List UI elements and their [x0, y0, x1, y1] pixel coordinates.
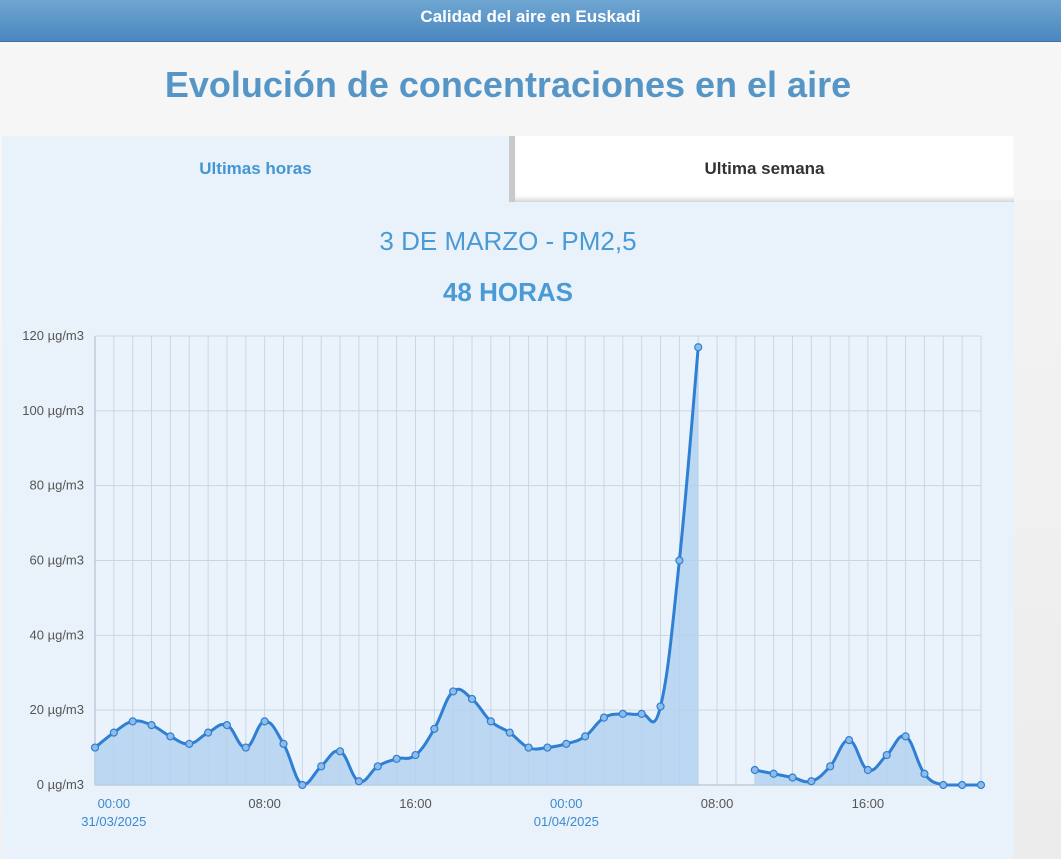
data-point — [260, 717, 269, 726]
data-point — [543, 743, 552, 752]
data-point — [863, 765, 872, 775]
data-point — [90, 743, 100, 752]
x-tick-date-label: 31/03/2025 — [81, 814, 146, 829]
data-point — [807, 777, 816, 786]
data-point — [335, 747, 345, 756]
data-point — [750, 765, 759, 775]
chart-subtitle: 48 HORAS — [442, 277, 574, 307]
tab-label: Ultima semana — [704, 159, 825, 178]
data-point — [185, 739, 194, 748]
x-tick-label: 16:00 — [852, 796, 885, 811]
x-tick-label: 08:00 — [701, 796, 734, 811]
data-point — [656, 702, 665, 711]
data-point — [562, 739, 571, 748]
side-shade — [1014, 200, 1061, 859]
tab-label: Ultimas horas — [199, 159, 312, 178]
y-tick-label: 80 µg/m3 — [30, 478, 84, 493]
data-point — [204, 728, 213, 737]
x-tick-label: 00:00 — [550, 796, 583, 811]
data-point — [373, 762, 382, 771]
data-point — [618, 709, 627, 719]
y-tick-label: 20 µg/m3 — [30, 702, 84, 717]
data-point — [675, 556, 684, 565]
data-point — [694, 343, 703, 352]
data-point — [939, 780, 948, 790]
series-area — [95, 347, 699, 785]
data-point — [467, 694, 477, 704]
page-title: Evolución de concentraciones en el aire — [164, 64, 852, 105]
data-point — [958, 780, 967, 790]
series-area — [754, 735, 981, 785]
data-point — [581, 732, 590, 741]
tab-ultima-semana[interactable]: Ultima semana — [509, 136, 1014, 202]
data-point — [901, 732, 910, 741]
tab-ultimas-horas[interactable]: Ultimas horas — [2, 136, 509, 202]
data-point — [486, 717, 495, 726]
data-point — [599, 713, 609, 722]
data-point — [222, 721, 232, 730]
data-point — [844, 735, 854, 745]
data-point — [392, 754, 401, 763]
data-point — [524, 743, 533, 752]
data-point — [976, 780, 986, 790]
data-point — [411, 750, 420, 760]
data-point — [317, 762, 326, 771]
data-point — [279, 739, 288, 748]
data-point — [505, 728, 514, 737]
data-point — [826, 762, 835, 771]
x-tick-label: 00:00 — [98, 796, 131, 811]
data-point — [147, 721, 156, 730]
data-point — [920, 769, 929, 778]
y-tick-label: 40 µg/m3 — [30, 627, 84, 642]
data-point — [882, 750, 891, 760]
app-header-bar: Calidad del aire en Euskadi — [0, 0, 1061, 42]
data-point — [430, 724, 439, 733]
x-tick-date-label: 01/04/2025 — [534, 814, 599, 829]
app-title: Calidad del aire en Euskadi — [420, 7, 641, 26]
data-point — [769, 769, 778, 778]
x-tick-label: 08:00 — [248, 796, 281, 811]
data-point — [298, 780, 307, 790]
y-tick-label: 60 µg/m3 — [30, 553, 84, 568]
data-point — [128, 717, 137, 726]
x-tick-label: 16:00 — [399, 796, 432, 811]
data-point — [241, 743, 250, 752]
data-point — [109, 728, 118, 737]
data-point — [788, 773, 797, 782]
y-tick-label: 100 µg/m3 — [22, 403, 84, 418]
data-point — [354, 777, 364, 786]
chart-title: 3 DE MARZO - PM2,5 — [379, 226, 637, 256]
data-point — [166, 732, 175, 741]
y-tick-label: 120 µg/m3 — [22, 328, 84, 343]
data-point — [637, 709, 646, 719]
y-tick-label: 0 µg/m3 — [37, 777, 84, 792]
data-point — [449, 687, 458, 696]
